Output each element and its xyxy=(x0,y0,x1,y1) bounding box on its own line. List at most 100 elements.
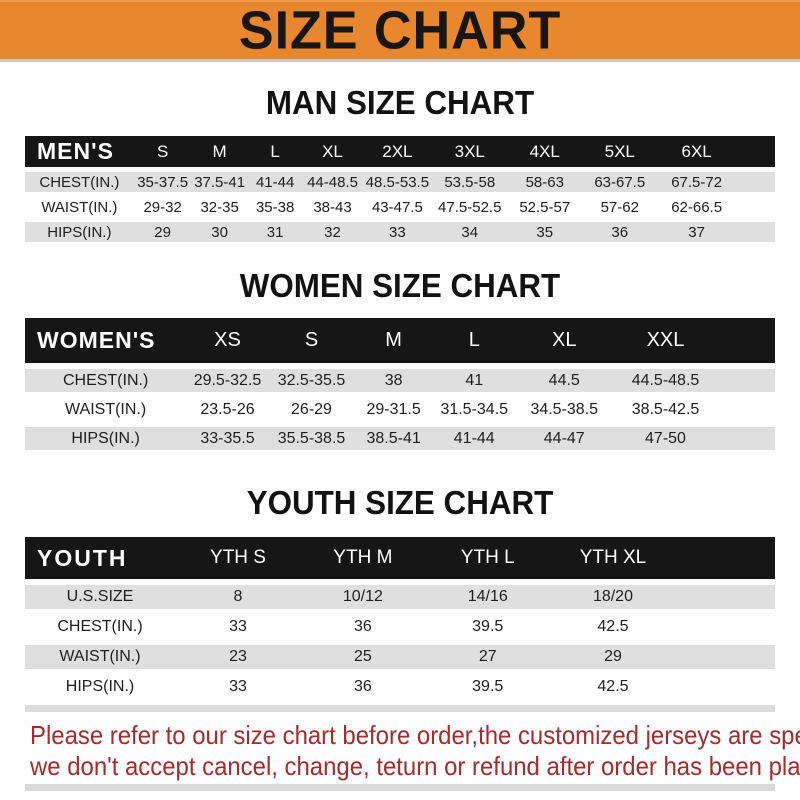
size-value: 32-35 xyxy=(200,198,239,216)
size-value: 42.5 xyxy=(597,678,629,695)
size-value: 14/16 xyxy=(467,588,508,605)
size-value: 31.5-34.5 xyxy=(440,400,509,418)
size-column-header: M xyxy=(385,329,402,351)
size-row: CHEST(IN.) 35-37.5 37.5-41 41-44 44-48.5 48.5… xyxy=(25,172,775,192)
size-value: 23.5-26 xyxy=(200,400,255,418)
size-value: 53.5-58 xyxy=(444,173,496,191)
size-column-header: XL xyxy=(552,329,577,351)
size-value: 33-35.5 xyxy=(200,429,255,447)
size-value: 48.5-53.5 xyxy=(365,173,430,191)
size-column-header: YTH M xyxy=(333,547,393,568)
size-value: 32.5-35.5 xyxy=(277,371,346,389)
size-column-header: YTH L xyxy=(460,547,515,568)
size-column-header: S xyxy=(304,329,319,351)
size-value: 41-44 xyxy=(255,173,295,191)
size-value: 29 xyxy=(604,648,622,665)
size-column-header: 5XL xyxy=(604,141,635,161)
size-row: U.S.SIZE 8 10/12 14/16 18/20 xyxy=(25,585,775,609)
size-value: 58-63 xyxy=(525,173,564,191)
size-value: 8 xyxy=(233,588,243,605)
size-value: 63-67.5 xyxy=(594,173,646,191)
size-value: 52.5-57 xyxy=(519,198,571,216)
size-row: CHEST(IN.) 29.5-32.5 32.5-35.5 38 41 44.5 44.5… xyxy=(25,369,775,392)
size-value: 33 xyxy=(389,223,406,241)
size-value: 33 xyxy=(229,678,247,695)
size-value: 31 xyxy=(266,223,284,241)
measurement-label: WAIST(IN.) xyxy=(65,400,147,418)
youth-size-table: YOUTH YTH S YTH M YTH L YTH XL U.S.SIZE 8 10/12… xyxy=(25,531,775,705)
size-value: 39.5 xyxy=(472,618,504,635)
size-value: 57-62 xyxy=(600,198,639,216)
size-value: 43-47.5 xyxy=(371,198,423,216)
size-column-header: M xyxy=(212,141,227,161)
size-column-header: XS xyxy=(214,329,241,351)
filler-cell xyxy=(718,398,775,421)
size-row: WAIST(IN.) 23.5-26 26-29 29-31.5 31.5-34.5 34… xyxy=(25,398,775,421)
size-value: 37 xyxy=(688,223,705,241)
table-title-cell: WOMEN'S xyxy=(37,327,156,353)
size-value: 37.5-41 xyxy=(194,173,246,191)
size-value: 44.5 xyxy=(548,371,580,389)
banner: SIZE CHART xyxy=(0,0,800,62)
measurement-label: CHEST(IN.) xyxy=(62,371,149,389)
filler-cell xyxy=(675,615,775,639)
size-row: HIPS(IN.) 29 30 31 32 33 34 35 36 37 xyxy=(25,222,775,242)
size-value: 34 xyxy=(461,223,479,241)
size-value: 32 xyxy=(324,223,341,241)
women-size-table: WOMEN'S XS S M L XL XXL CHEST(IN.) 29.5-32.5 32.5… xyxy=(25,312,775,456)
size-value: 36 xyxy=(353,678,372,695)
size-value: 41 xyxy=(465,371,484,389)
size-column-header: 4XL xyxy=(529,141,560,161)
size-value: 10/12 xyxy=(342,588,383,605)
men-size-table: MEN'S S M L XL 2XL 3XL 4XL 5XL 6XL CHEST(IN.) 35-37… xyxy=(25,131,775,247)
size-value: 29.5-32.5 xyxy=(193,371,262,389)
size-value: 23 xyxy=(229,648,247,665)
size-value: 67.5-72 xyxy=(671,173,723,191)
note-line-2: we don't accept cancel, change, teturn o… xyxy=(30,751,800,781)
size-value: 42.5 xyxy=(597,618,629,635)
size-value: 26-29 xyxy=(291,400,332,418)
size-value: 35.5-38.5 xyxy=(277,429,346,447)
size-row: WAIST(IN.) 23 25 27 29 xyxy=(25,645,775,669)
page-title: SIZE CHART xyxy=(238,0,562,60)
size-value: 44-48.5 xyxy=(307,173,358,191)
size-value: 36 xyxy=(353,618,372,635)
measurement-label: U.S.SIZE xyxy=(66,588,134,605)
size-value: 36 xyxy=(611,223,629,241)
size-column-header: XL xyxy=(322,141,343,161)
measurement-label: CHEST(IN.) xyxy=(39,173,120,191)
size-value: 29 xyxy=(154,223,171,241)
filler-cell xyxy=(675,585,775,609)
filler-cell xyxy=(736,197,775,217)
size-value: 35 xyxy=(536,223,554,241)
women-size-section: WOMEN SIZE CHART WOMEN'S XS S M L XL XXL CHEST(… xyxy=(0,268,800,456)
size-value: 38.5-42.5 xyxy=(631,400,700,418)
women-section-heading: WOMEN SIZE CHART xyxy=(239,267,561,304)
measurement-label: HIPS(IN.) xyxy=(47,223,112,241)
size-value: 29-31.5 xyxy=(366,400,421,418)
filler-cell xyxy=(718,318,775,363)
size-header-row: WOMEN'S XS S M L XL XXL xyxy=(25,318,775,363)
size-value: 62-66.5 xyxy=(671,198,723,216)
size-row: HIPS(IN.) 33 36 39.5 42.5 xyxy=(25,675,775,699)
measurement-label: HIPS(IN.) xyxy=(71,429,140,447)
filler-cell xyxy=(675,645,775,669)
size-value: 35-38 xyxy=(255,198,295,216)
size-column-header: 2XL xyxy=(382,141,413,161)
filler-cell xyxy=(736,172,775,192)
size-value: 47.5-52.5 xyxy=(438,198,502,216)
size-value: 35-37.5 xyxy=(137,173,189,191)
size-column-header: L xyxy=(270,141,280,161)
size-value: 38.5-41 xyxy=(366,429,421,447)
filler-cell xyxy=(675,675,775,699)
size-row: CHEST(IN.) 33 36 39.5 42.5 xyxy=(25,615,775,639)
order-note: Please refer to our size chart before or… xyxy=(30,720,800,782)
size-value: 44.5-48.5 xyxy=(631,371,700,389)
size-column-header: YTH XL xyxy=(579,547,647,568)
size-value: 44-47 xyxy=(543,429,585,447)
filler-cell xyxy=(736,136,775,167)
measurement-label: HIPS(IN.) xyxy=(65,678,135,695)
size-value: 34.5-38.5 xyxy=(530,400,599,418)
table-title-cell: YOUTH xyxy=(37,544,128,571)
